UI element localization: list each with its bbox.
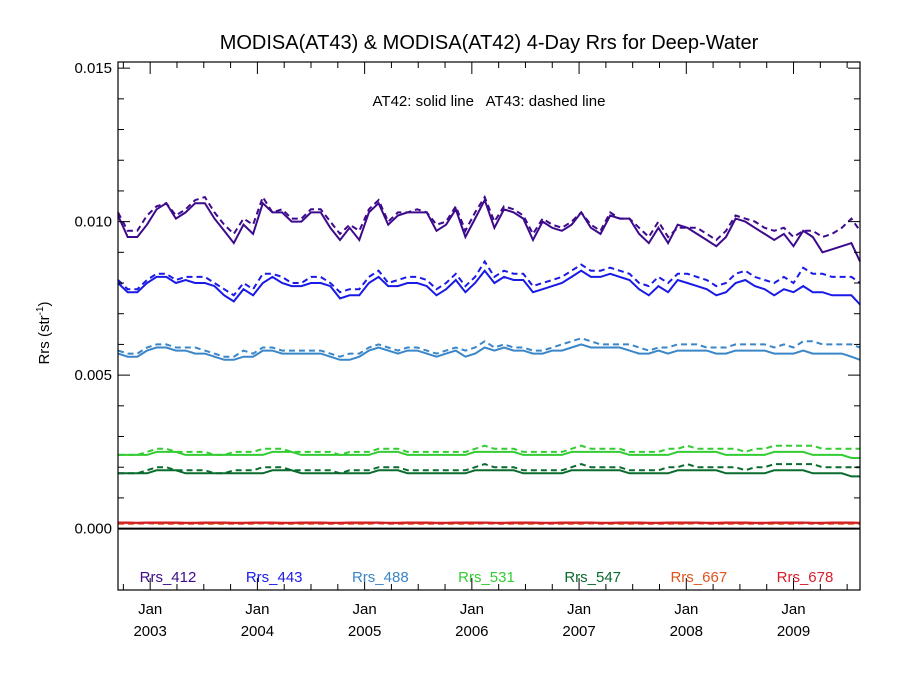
legend-rrs-531: Rrs_531 <box>458 569 515 586</box>
legend: Rrs_412 Rrs_443 Rrs_488 Rrs_531 Rrs_547 Rrs_6… <box>140 569 834 586</box>
x-tick-year-label: 2005 <box>348 623 381 640</box>
x-tick-year-label: 2008 <box>670 623 703 640</box>
series-rrs-547-at43-line <box>118 463 860 475</box>
axes: 0.000 0.005 0.010 0.015 Jan 2003 Jan 2004 Jan 200… <box>74 60 860 640</box>
x-tick-month-label: Jan <box>353 601 377 618</box>
x-tick-month-label: Jan <box>567 601 591 618</box>
y-tick-label: 0.015 <box>74 60 112 77</box>
x-tick-month-label: Jan <box>781 601 805 618</box>
series-rrs-547-at42-line <box>118 469 860 478</box>
y-axis-label: Rrs (str-1) <box>35 301 53 364</box>
x-tick-year-label: 2006 <box>455 623 488 640</box>
series-rrs-443-at43-line <box>117 259 861 297</box>
x-tick-month-label: Jan <box>138 601 162 618</box>
series-rrs-531-at42-line <box>118 450 860 459</box>
line-style-note: AT42: solid line AT43: dashed line <box>373 93 606 110</box>
legend-rrs-667: Rrs_667 <box>670 569 727 586</box>
legend-rrs-443: Rrs_443 <box>246 569 303 586</box>
y-tick-label: 0.010 <box>74 214 112 231</box>
x-tick-month-label: Jan <box>460 601 484 618</box>
legend-rrs-678: Rrs_678 <box>777 569 834 586</box>
series-rrs-443-at42-line <box>117 269 861 306</box>
legend-rrs-412: Rrs_412 <box>140 569 197 586</box>
series-rrs-488-at43-line <box>117 337 861 358</box>
x-tick-month-label: Jan <box>674 601 698 618</box>
y-tick-label: 0.000 <box>74 521 112 538</box>
series-rrs-531-at43-line <box>118 444 860 456</box>
x-tick-year-label: 2009 <box>777 623 810 640</box>
series-rrs-412-at42-line <box>117 197 861 262</box>
series-rrs-412-at43-line <box>117 194 861 242</box>
legend-rrs-547: Rrs_547 <box>564 569 621 586</box>
x-tick-year-label: 2007 <box>562 623 595 640</box>
legend-rrs-488: Rrs_488 <box>352 569 409 586</box>
x-tick-month-label: Jan <box>245 601 269 618</box>
x-tick-year-label: 2003 <box>133 623 166 640</box>
plot-frame <box>117 61 861 591</box>
plot-data <box>117 194 861 530</box>
y-tick-label: 0.005 <box>74 367 112 384</box>
series-rrs-488-at42-line <box>117 343 861 361</box>
chart-title: MODISA(AT43) & MODISA(AT42) 4-Day Rrs fo… <box>220 32 759 54</box>
x-tick-year-label: 2004 <box>241 623 274 640</box>
